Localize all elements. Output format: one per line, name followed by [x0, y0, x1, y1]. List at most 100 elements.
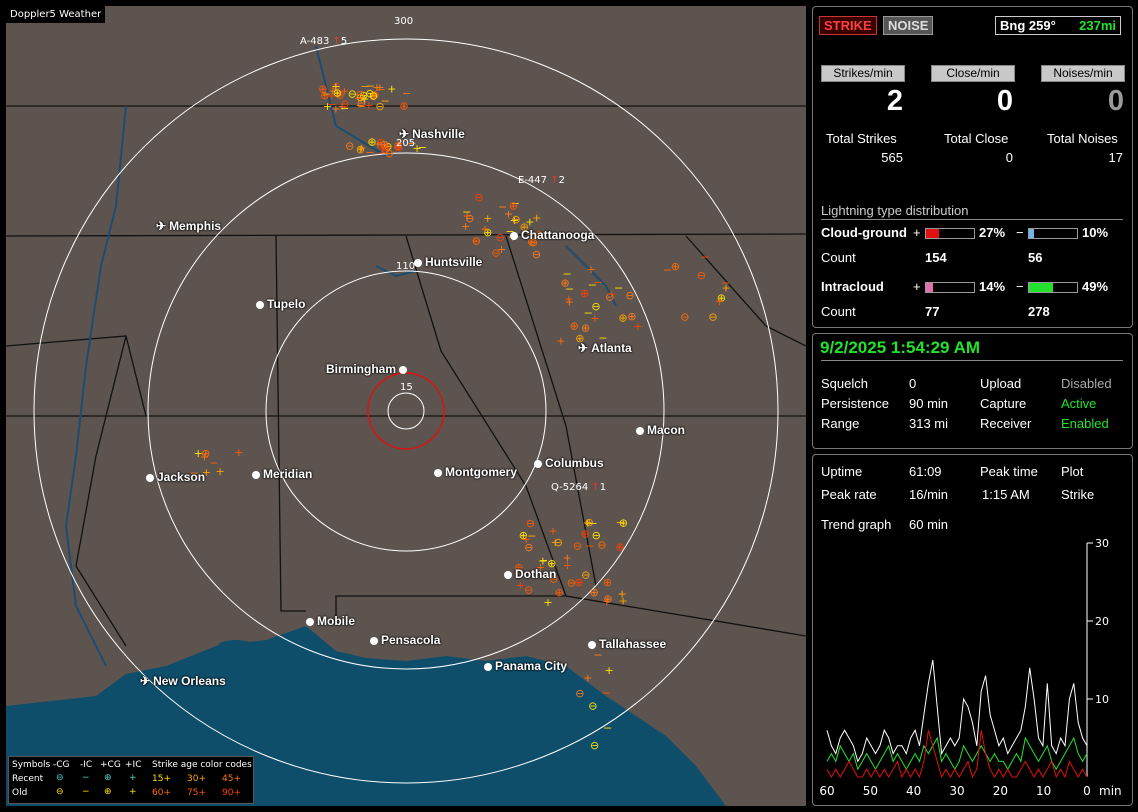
receiver-label: Receiver	[980, 416, 1032, 431]
strike-marker: +	[375, 81, 384, 94]
strike-marker: −	[589, 517, 598, 530]
strike-mode-button[interactable]: STRIKE	[819, 16, 877, 35]
strike-marker: +	[202, 466, 211, 479]
strike-marker: −	[602, 686, 611, 699]
ic-neg-bar-fill	[1029, 283, 1053, 292]
legend-col-neg-cg: -CG	[53, 760, 70, 770]
strike-marker: −	[538, 228, 547, 241]
strike-marker: +	[372, 81, 381, 94]
strike-marker: −	[498, 200, 507, 213]
strike-marker: +	[715, 295, 724, 308]
strike-marker: −	[565, 282, 574, 295]
noise-mode-button[interactable]: NOISE	[883, 16, 934, 35]
cg-pos-bar	[925, 228, 975, 239]
legend-row-old: Old	[12, 788, 28, 798]
city-atlanta: ✈ Atlanta	[578, 341, 632, 355]
city-memphis: ✈ Memphis	[156, 219, 222, 233]
strike-marker: −	[462, 206, 471, 219]
trend-x-tick-label: 30	[949, 784, 964, 798]
cg-label: Cloud-ground	[821, 225, 907, 240]
ic-neg-pct: 49%	[1082, 279, 1109, 294]
aircraft-track-q5264[interactable]: Q-5264 ↑1	[551, 482, 607, 493]
strike-marker: −	[511, 197, 520, 210]
trend-x-tick-label: 10	[1036, 784, 1051, 798]
aircraft-track-a483[interactable]: A-483 ↑5	[300, 36, 348, 47]
legend-recent-neg-ic-icon: −	[82, 773, 90, 783]
city-dothan: Dothan	[504, 567, 556, 581]
trend-series-line	[826, 730, 1088, 779]
total-noises-value: 17	[1108, 150, 1123, 165]
strike-marker: ⊕	[381, 140, 390, 153]
cg-neg-pct: 10%	[1082, 225, 1109, 240]
strike-marker: ⊖	[496, 231, 505, 244]
strike-marker: ⊕	[367, 135, 376, 148]
ic-count-label: Count	[821, 304, 856, 319]
ic-pos-bar	[925, 282, 975, 293]
strike-marker: ⊕	[590, 586, 599, 599]
squelch-label: Squelch	[821, 376, 868, 391]
legend-age-60: 60+	[152, 788, 171, 798]
strike-marker: ⊖	[340, 97, 349, 110]
cg-count-label: Count	[821, 250, 856, 265]
ring-label-205: 205	[396, 138, 416, 149]
strike-marker: ⊕	[671, 260, 680, 273]
strike-marker: −	[585, 540, 594, 553]
status-panel: 9/2/2025 1:54:29 AM Squelch 0 Upload Dis…	[812, 333, 1133, 449]
squelch-value: 0	[909, 376, 917, 391]
trend-graph-value: 60 min	[909, 517, 949, 532]
lightning-map[interactable]: + ⊖ ⊖ + − ⊖ + − + ⊖ ⊖ + ⊕ + ⊕ − − + ⊖ ⊕ − ⊕ − ⊖ − − ⊕ ⊖ + + − − + + ⊖ ⊖ − + ⊕ ⊖…	[6, 6, 806, 806]
ring-label-300: 300	[394, 16, 414, 27]
plot-label: Plot	[1061, 464, 1084, 479]
strike-marker: +	[633, 320, 642, 333]
cg-minus-sign: −	[1016, 225, 1024, 240]
plot-value[interactable]: Strike	[1061, 487, 1095, 502]
strike-marker: ⊖	[332, 80, 341, 93]
strike-marker: +	[563, 551, 572, 564]
total-strikes-value: 565	[881, 150, 903, 165]
strike-marker: −	[209, 456, 218, 469]
strike-marker: +	[340, 85, 349, 98]
strikes-per-min-button[interactable]: Strikes/min	[821, 65, 905, 82]
city-montgomery: Montgomery	[434, 465, 517, 479]
legend-row-recent: Recent	[12, 774, 44, 784]
noises-per-min-button[interactable]: Noises/min	[1041, 65, 1125, 82]
cg-neg-bar	[1028, 228, 1078, 239]
strike-marker: ⊖	[465, 212, 474, 225]
cg-neg-count: 56	[1028, 250, 1043, 265]
strike-marker: ⊖	[592, 529, 601, 542]
strike-marker: +	[543, 596, 552, 609]
close-per-min-button[interactable]: Close/min	[931, 65, 1015, 82]
airport-icon: ✈	[140, 674, 151, 688]
city-dot-icon	[504, 571, 512, 579]
strike-marker: +	[463, 210, 472, 223]
city-dot-icon	[534, 460, 542, 468]
city-columbus: Columbus	[534, 456, 604, 470]
strike-marker: −	[594, 649, 603, 662]
legend-col-pos-cg: +CG	[100, 760, 121, 770]
trend-y-tick-label: 30	[1095, 537, 1109, 550]
strike-marker: −	[603, 722, 612, 735]
aircraft-track-e447[interactable]: E-447 ↑2	[518, 175, 565, 186]
city-dot-icon	[306, 618, 314, 626]
total-close-value: 0	[1005, 150, 1013, 165]
strike-marker: +	[364, 99, 373, 112]
status-divider	[821, 360, 1123, 361]
legend-age-15: 15+	[152, 774, 171, 784]
capture-value: Active	[1061, 396, 1097, 411]
strike-marker: ⊕	[520, 221, 529, 234]
ic-label: Intracloud	[821, 279, 884, 294]
range-label: Range	[821, 416, 860, 431]
peak-time-label: Peak time	[980, 464, 1038, 479]
strike-marker: ⊕	[619, 516, 628, 529]
strike-marker: ⊕	[561, 277, 570, 290]
city-dot-icon	[252, 471, 260, 479]
strike-marker: −	[365, 146, 374, 159]
city-huntsville: Huntsville	[414, 255, 482, 269]
strike-marker: ⊕	[509, 200, 518, 213]
uptime-label: Uptime	[821, 464, 863, 479]
strike-marker: +	[327, 90, 336, 103]
persistence-value: 90 min	[909, 396, 949, 411]
airport-icon: ✈	[156, 219, 167, 233]
legend-age-title: Strike age color codes	[152, 760, 252, 770]
strikes-per-min-value: 2	[886, 85, 903, 117]
